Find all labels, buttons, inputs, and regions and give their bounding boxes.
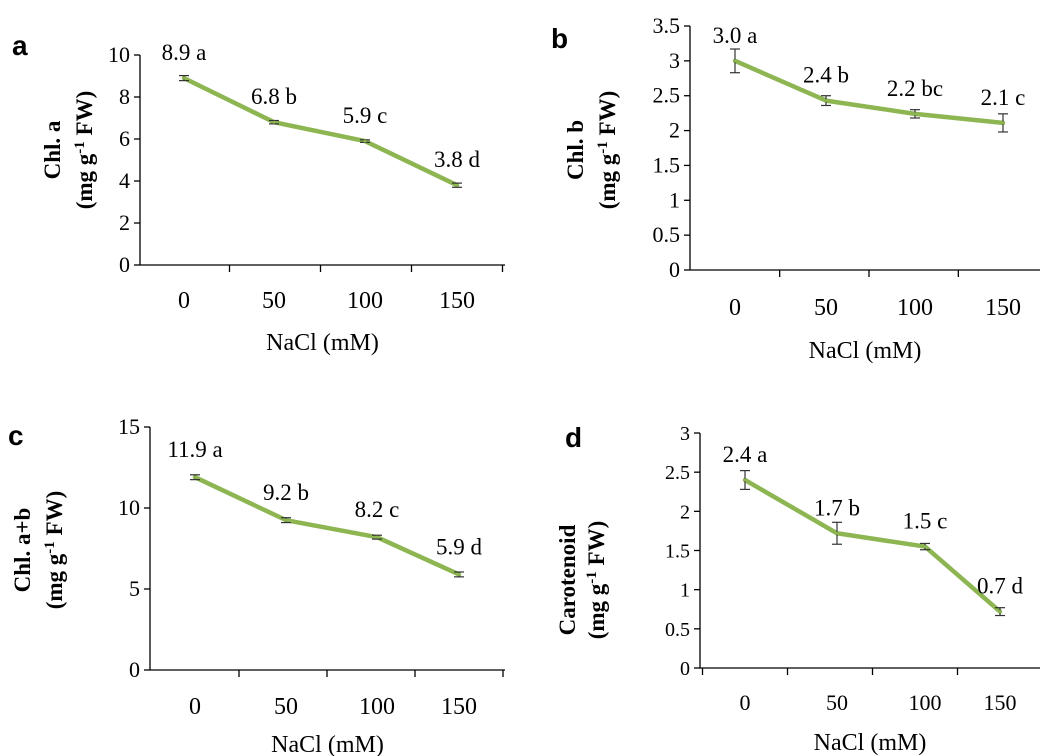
data-label: 8.9 a [162,40,207,65]
data-point [998,610,1002,614]
data-label: 3.8 d [434,147,481,172]
x-tick-label: 0 [740,690,751,715]
y-tick-label: 2 [680,501,690,523]
data-label: 1.5 c [903,509,948,534]
y-axis-label-line2: (mg g-1 FW) [42,491,67,610]
x-tick-label: 50 [826,690,848,715]
y-tick-label: 1.5 [665,541,690,563]
y-axis-label-line1: Carotenoid [555,524,580,635]
y-tick-label: 2 [119,210,130,235]
data-label: 5.9 c [343,103,388,128]
y-axis-label-line1: Chl. a+b [10,508,35,593]
data-label: 11.9 a [167,437,222,462]
x-tick-label: 150 [984,690,1017,715]
data-point [455,183,459,187]
y-tick-label: 15 [118,414,140,439]
data-point [457,572,461,576]
y-tick-label: 4 [119,168,130,193]
y-tick-label: 0.5 [665,619,690,641]
y-tick-label: 0 [669,257,680,282]
y-tick-label: 2.5 [665,462,690,484]
data-label: 2.4 b [803,63,849,88]
y-tick-label: 1 [669,187,680,212]
y-tick-label: 2.5 [653,83,681,108]
data-point [923,545,927,549]
data-point [272,120,276,124]
series-line [181,75,460,188]
y-tick-label: 6 [119,126,130,151]
data-point [193,475,197,479]
y-tick-label: 10 [108,42,130,67]
y-axis-label-line1: Chl. a [40,120,65,179]
y-axis-label-line2: (mg g-1 FW) [595,91,620,210]
x-axis-label: NaCl (mM) [814,730,927,756]
y-tick-label: 2 [669,118,680,143]
data-point [824,99,828,103]
panel-letter: d [565,422,582,453]
y-tick-label: 5 [129,576,140,601]
x-tick-label: 100 [909,690,942,715]
y-tick-label: 3.5 [653,13,681,38]
data-point [835,531,839,535]
data-point [733,59,737,63]
x-tick-label: 100 [897,295,933,321]
data-label: 3.0 a [713,23,758,48]
series-line [732,58,1006,126]
data-point [1001,121,1005,125]
x-tick-label: 50 [814,295,838,321]
data-point [182,76,186,80]
y-tick-label: 1 [680,580,690,602]
x-tick-label: 50 [262,288,286,314]
y-tick-label: 3 [669,48,680,73]
x-tick-label: 100 [359,694,395,720]
x-tick-label: 150 [985,295,1021,321]
data-point [284,518,288,522]
panel-letter: b [551,23,568,54]
panel-letter: a [12,30,28,61]
data-label: 1.7 b [814,495,860,520]
series-line [192,474,462,577]
data-label: 9.2 b [263,480,309,505]
chart-panel-d: d 0 0.5 1 1.5 2 2.5 3 0 50 100 150 NaCl (mM) Caroteno… [555,422,1040,756]
data-label: 2.1 c [981,85,1026,110]
y-axis-label-line2: (mg g-1 FW) [584,521,609,640]
series-line [742,477,1003,614]
chart-panel-b: b 0 0.5 1 1.5 2 2.5 3 3.5 0 50 100 150 NaCl (mM) Chl. … [551,13,1040,364]
y-tick-label: 10 [118,495,140,520]
x-tick-label: 0 [178,288,190,314]
x-tick-label: 0 [189,694,201,720]
data-label: 0.7 d [977,574,1024,599]
x-tick-label: 50 [274,694,298,720]
data-point [375,535,379,539]
x-tick-label: 0 [729,295,741,321]
x-axis-label: NaCl (mM) [271,732,384,756]
y-tick-label: 3 [680,423,690,445]
data-point [743,478,747,482]
y-axis-label-line1: Chl. b [563,120,588,180]
data-label: 8.2 c [355,497,400,522]
y-tick-label: 0 [680,658,690,680]
panel-letter: c [8,420,24,451]
x-tick-label: 150 [439,288,475,314]
data-point [363,139,367,143]
data-label: 5.9 d [436,534,483,559]
y-tick-label: 0 [129,657,140,682]
x-axis-label: NaCl (mM) [809,338,922,364]
data-label: 2.4 a [723,442,768,467]
y-tick-label: 0 [119,252,130,277]
data-label: 6.8 b [251,84,297,109]
y-tick-label: 0.5 [653,222,681,247]
data-label: 2.2 bc [887,76,943,101]
x-axis-label: NaCl (mM) [266,330,379,356]
x-tick-label: 150 [441,694,477,720]
y-tick-label: 8 [119,84,130,109]
x-tick-label: 100 [347,288,383,314]
y-tick-label: 1.5 [653,152,681,177]
data-point [913,112,917,116]
y-axis-label-line2: (mg g-1 FW) [72,91,97,210]
